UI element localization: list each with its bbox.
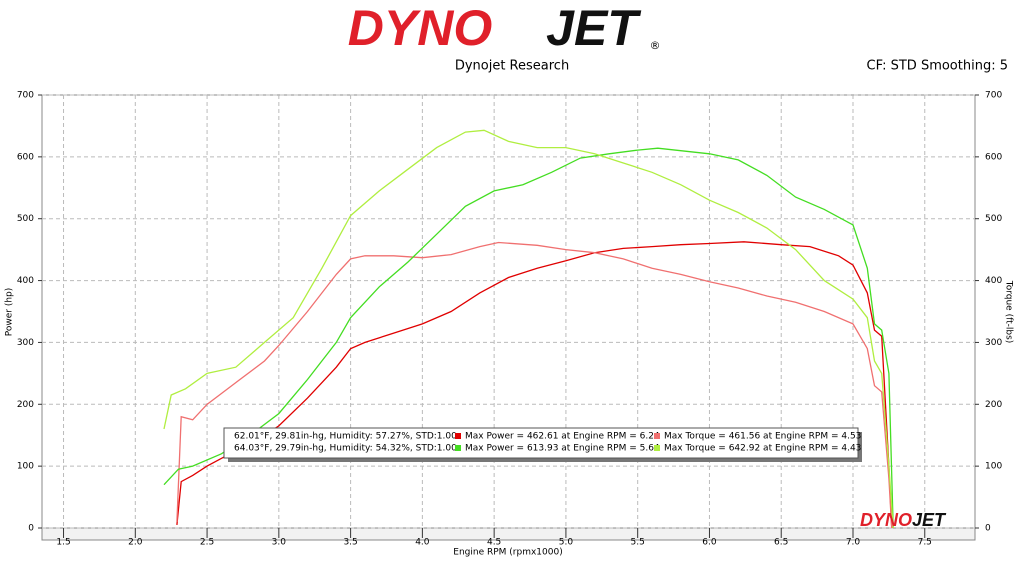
- y2-axis-label: Torque (ft-lbs): [1004, 280, 1014, 344]
- chart-title: Dynojet Research: [455, 59, 569, 74]
- series-line: [163, 147, 894, 529]
- y2-tick-label: 400: [985, 276, 1002, 286]
- note: CF: STD Smoothing: 5: [867, 59, 1008, 74]
- series-line: [163, 129, 894, 529]
- y2-tick-label: 300: [985, 338, 1002, 348]
- watermark-jet: JET: [912, 510, 947, 530]
- x-tick-label: 5.5: [631, 538, 645, 548]
- y2-tick-label: 600: [985, 152, 1002, 162]
- x-tick-label: 2.0: [128, 538, 143, 548]
- logo-jet: JET: [546, 0, 642, 56]
- y2-tick-label: 700: [985, 91, 1002, 101]
- legend-swatch: [654, 433, 660, 439]
- legend-entry: Max Torque = 461.56 at Engine RPM = 4.53: [664, 432, 861, 442]
- x-tick-label: 2.5: [200, 538, 214, 548]
- x-tick-label: 7.5: [918, 538, 932, 548]
- x-ruler: [41, 527, 976, 541]
- y-tick-label: 500: [17, 214, 34, 224]
- legend-entry: Max Power = 613.93 at Engine RPM = 5.64: [465, 444, 660, 454]
- legend-run: 64.03°F, 29.79in-hg, Humidity: 54.32%, S…: [234, 444, 457, 454]
- x-tick-label: 3.0: [272, 538, 287, 548]
- plot-area: [41, 94, 976, 529]
- y-tick-label: 200: [17, 400, 34, 410]
- legend: [223, 427, 859, 459]
- x-tick-label: 1.5: [56, 538, 70, 548]
- x-tick-label: 6.0: [702, 538, 717, 548]
- x-tick-label: 6.5: [774, 538, 788, 548]
- x-axis-label: Engine RPM (rpmx1000): [453, 548, 562, 558]
- y-tick-label: 0: [28, 524, 34, 534]
- y-tick-label: 400: [17, 276, 34, 286]
- y2-tick-label: 200: [985, 400, 1002, 410]
- x-tick-label: 4.0: [415, 538, 430, 548]
- legend-swatch: [455, 445, 461, 451]
- legend-entry: Max Power = 462.61 at Engine RPM = 6.24: [465, 432, 660, 442]
- legend-swatch: [654, 445, 660, 451]
- watermark-dyno: DYNO: [860, 510, 912, 530]
- series-line: [176, 241, 893, 529]
- y-axis-label: Power (hp): [5, 288, 15, 337]
- y2-tick-label: 100: [985, 462, 1002, 472]
- y2-tick-label: 500: [985, 214, 1002, 224]
- y-tick-label: 100: [17, 462, 34, 472]
- x-tick-label: 5.0: [559, 538, 574, 548]
- logo-mark: ®: [650, 39, 661, 52]
- x-tick-label: 3.5: [343, 538, 357, 548]
- y2-tick-label: 0: [985, 524, 991, 534]
- legend-run: 62.01°F, 29.81in-hg, Humidity: 57.27%, S…: [234, 432, 457, 442]
- y-tick-label: 300: [17, 338, 34, 348]
- legend-swatch: [455, 433, 461, 439]
- y-tick-label: 700: [17, 91, 34, 101]
- logo-dyno: DYNO: [348, 0, 493, 56]
- legend-entry: Max Torque = 642.92 at Engine RPM = 4.43: [664, 444, 861, 454]
- x-tick-label: 7.0: [846, 538, 861, 548]
- y-tick-label: 600: [17, 152, 34, 162]
- x-tick-label: 4.5: [487, 538, 501, 548]
